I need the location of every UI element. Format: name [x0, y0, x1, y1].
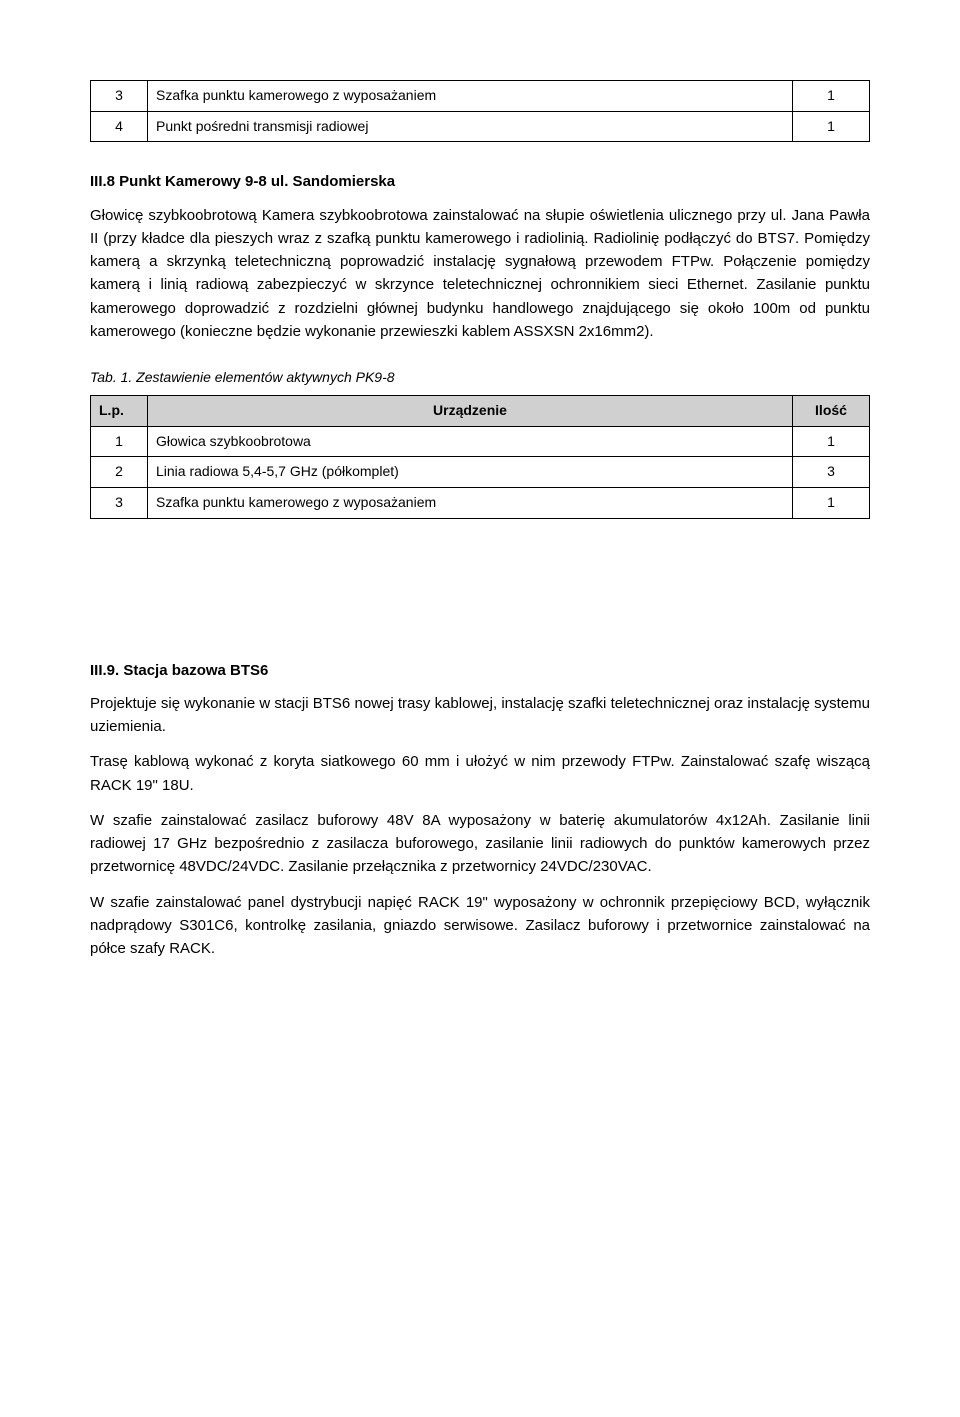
cell-name: Szafka punktu kamerowego z wyposażaniem [148, 81, 793, 112]
section2-p4: W szafie zainstalować panel dystrybucji … [90, 891, 870, 961]
cell-name: Linia radiowa 5,4-5,7 GHz (półkomplet) [148, 457, 793, 488]
section-heading-bts6: III.9. Stacja bazowa BTS6 [90, 659, 870, 682]
table-row: 4 Punkt pośredni transmisji radiowej 1 [91, 111, 870, 142]
cell-qty: 1 [793, 81, 870, 112]
section2-p1: Projektuje się wykonanie w stacji BTS6 n… [90, 692, 870, 739]
section-heading-pk98: III.8 Punkt Kamerowy 9-8 ul. Sandomiersk… [90, 170, 870, 193]
cell-name: Głowica szybkoobrotowa [148, 426, 793, 457]
table-top-fragment: 3 Szafka punktu kamerowego z wyposażanie… [90, 80, 870, 142]
header-lp: L.p. [91, 395, 148, 426]
header-il: Ilość [793, 395, 870, 426]
section2-p2: Trasę kablową wykonać z koryta siatkoweg… [90, 750, 870, 797]
cell-num: 3 [91, 81, 148, 112]
cell-name: Szafka punktu kamerowego z wyposażaniem [148, 487, 793, 518]
section-paragraph: Głowicę szybkoobrotową Kamera szybkoobro… [90, 204, 870, 344]
cell-qty: 1 [793, 487, 870, 518]
cell-name: Punkt pośredni transmisji radiowej [148, 111, 793, 142]
table-row: 1 Głowica szybkoobrotowa 1 [91, 426, 870, 457]
cell-num: 2 [91, 457, 148, 488]
cell-num: 3 [91, 487, 148, 518]
table-caption: Tab. 1. Zestawienie elementów aktywnych … [90, 367, 870, 389]
cell-num: 1 [91, 426, 148, 457]
table-header-row: L.p. Urządzenie Ilość [91, 395, 870, 426]
header-urz: Urządzenie [148, 395, 793, 426]
table-row: 3 Szafka punktu kamerowego z wyposażanie… [91, 81, 870, 112]
table-row: 3 Szafka punktu kamerowego z wyposażanie… [91, 487, 870, 518]
cell-num: 4 [91, 111, 148, 142]
table-pk98: L.p. Urządzenie Ilość 1 Głowica szybkoob… [90, 395, 870, 519]
cell-qty: 3 [793, 457, 870, 488]
table-row: 2 Linia radiowa 5,4-5,7 GHz (półkomplet)… [91, 457, 870, 488]
cell-qty: 1 [793, 111, 870, 142]
section2-p3: W szafie zainstalować zasilacz buforowy … [90, 809, 870, 879]
cell-qty: 1 [793, 426, 870, 457]
